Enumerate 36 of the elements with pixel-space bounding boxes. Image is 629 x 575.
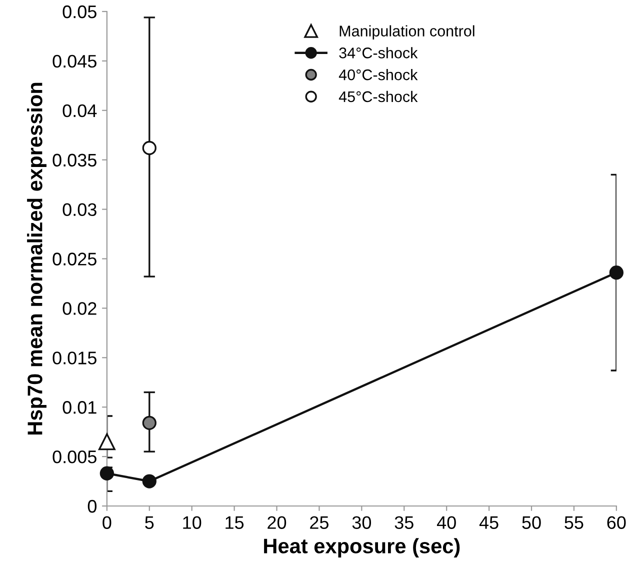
legend-label: Manipulation control (340, 25, 474, 40)
x-tick-label: 10 (183, 516, 202, 529)
x-tick-label: 15 (226, 516, 244, 529)
point (142, 474, 156, 488)
x-tick-label: 40 (436, 516, 456, 529)
y-tick-label: 0.03 (62, 203, 96, 216)
y-tick-label: 0.01 (62, 401, 96, 414)
legend-label: 34°C-shock (339, 47, 418, 58)
y-tick-label: 0.015 (52, 352, 96, 364)
x-tick-label: 25 (310, 516, 329, 529)
y-tick-label: 0.04 (62, 104, 97, 118)
x-tick-label: 45 (479, 516, 498, 529)
x-tick-label: 20 (268, 516, 286, 529)
y-tick-label: 0.02 (62, 302, 96, 315)
y-tick-label: 0.005 (52, 450, 96, 464)
y-tick-label: 0 (88, 500, 96, 513)
point (100, 466, 114, 480)
point (609, 266, 624, 280)
x-tick-label: 55 (564, 516, 584, 529)
x-tick-label: 60 (607, 516, 626, 529)
y-tick-label: 0.05 (62, 5, 96, 18)
point (98, 433, 116, 450)
y-tick-label: 0.025 (52, 252, 96, 266)
legend-label: 45°C-shock (338, 90, 418, 102)
x-tick-label: 5 (145, 516, 154, 529)
y-tick-label: 0.045 (52, 54, 96, 68)
x-tick-label: 35 (394, 516, 414, 529)
y-tick-label: 0.035 (52, 154, 96, 167)
legend-label: 40°C-shock (338, 69, 418, 80)
x-tick-label: 0 (102, 516, 112, 529)
x-axis-title: Heat exposure (sec) (264, 538, 460, 558)
y-axis-title: Hsp70 mean normalized expression (27, 82, 46, 434)
x-tick-label: 30 (352, 516, 372, 529)
point (142, 140, 156, 156)
point (142, 416, 156, 430)
x-tick-label: 50 (522, 516, 541, 529)
